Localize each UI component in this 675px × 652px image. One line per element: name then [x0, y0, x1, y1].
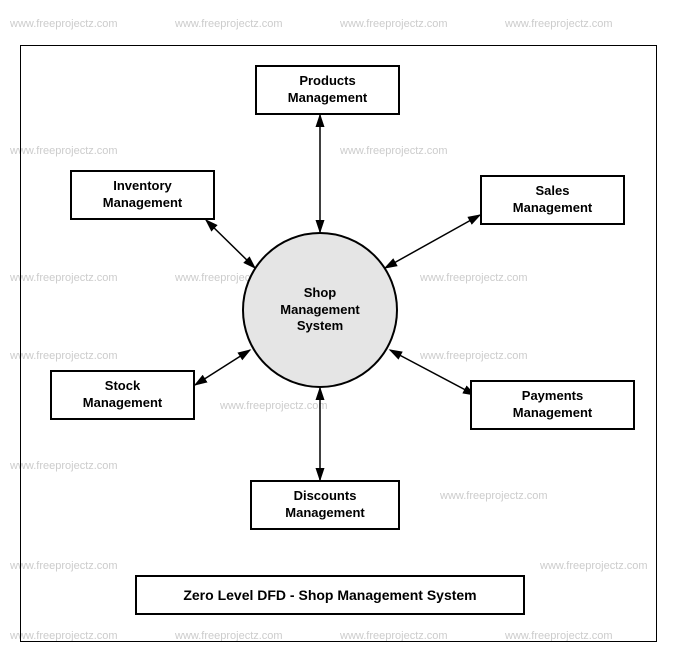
center-process: ShopManagementSystem	[242, 232, 398, 388]
node-sales: SalesManagement	[480, 175, 625, 225]
diagram-title-box: Zero Level DFD - Shop Management System	[135, 575, 525, 615]
node-label: DiscountsManagement	[285, 488, 364, 522]
watermark: www.freeprojectz.com	[340, 18, 448, 30]
diagram-title: Zero Level DFD - Shop Management System	[183, 587, 476, 603]
node-label: PaymentsManagement	[513, 388, 592, 422]
node-inventory: InventoryManagement	[70, 170, 215, 220]
node-label: InventoryManagement	[103, 178, 182, 212]
watermark: www.freeprojectz.com	[505, 18, 613, 30]
diagram-canvas: www.freeprojectz.com www.freeprojectz.co…	[0, 0, 675, 652]
node-discounts: DiscountsManagement	[250, 480, 400, 530]
watermark: www.freeprojectz.com	[10, 18, 118, 30]
node-label: SalesManagement	[513, 183, 592, 217]
watermark: www.freeprojectz.com	[175, 18, 283, 30]
node-payments: PaymentsManagement	[470, 380, 635, 430]
node-products: ProductsManagement	[255, 65, 400, 115]
node-label: StockManagement	[83, 378, 162, 412]
center-process-label: ShopManagementSystem	[280, 285, 359, 336]
node-stock: StockManagement	[50, 370, 195, 420]
node-label: ProductsManagement	[288, 73, 367, 107]
